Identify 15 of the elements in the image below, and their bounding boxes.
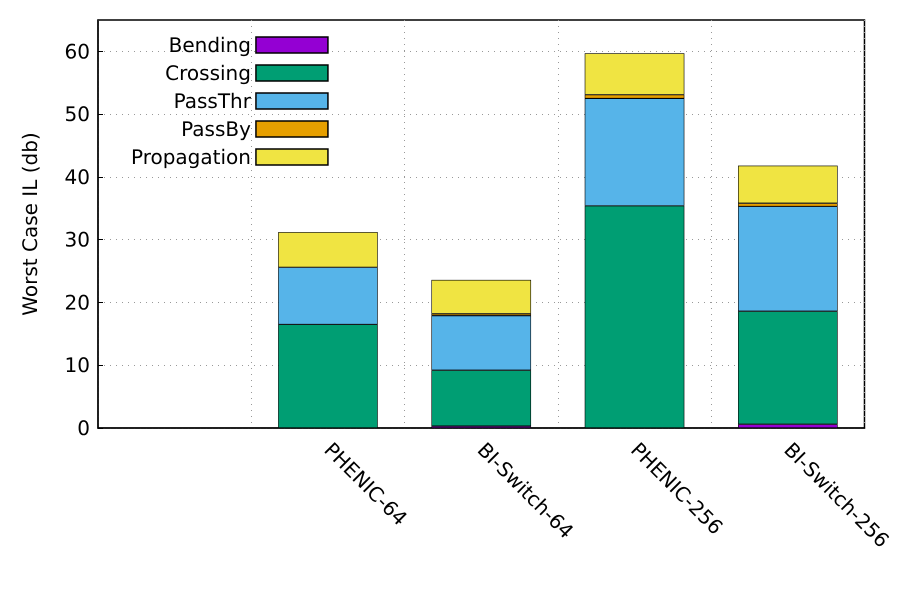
legend-label: Propagation bbox=[130, 145, 251, 169]
bar bbox=[584, 53, 684, 95]
bar bbox=[738, 166, 838, 204]
y-tick-label: 20 bbox=[64, 290, 90, 314]
y-tick-label: 50 bbox=[64, 102, 90, 126]
legend-label: Crossing bbox=[165, 61, 251, 85]
legend-label: PassThr bbox=[174, 89, 252, 113]
y-tick-label: 60 bbox=[64, 39, 90, 64]
y-tick-label: 30 bbox=[64, 228, 90, 252]
y-tick-label: 10 bbox=[64, 353, 90, 378]
y-tick-label: 40 bbox=[64, 164, 90, 189]
y-tick-label: 0 bbox=[77, 416, 90, 440]
legend-label: Bending bbox=[168, 33, 251, 57]
legend-label: PassBy bbox=[181, 117, 252, 141]
y-axis-title: Worst Case IL (db) bbox=[18, 132, 42, 316]
